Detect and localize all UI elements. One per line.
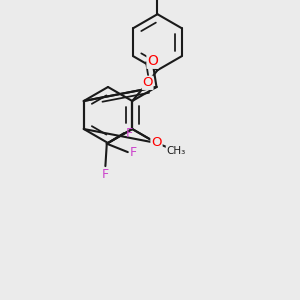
- Text: O: O: [142, 76, 153, 89]
- Text: F: F: [126, 127, 133, 140]
- Text: O: O: [151, 136, 162, 149]
- Text: CH₃: CH₃: [166, 146, 185, 156]
- Text: F: F: [102, 168, 109, 181]
- Text: O: O: [151, 136, 162, 149]
- Text: O: O: [147, 54, 158, 68]
- Text: F: F: [130, 146, 137, 159]
